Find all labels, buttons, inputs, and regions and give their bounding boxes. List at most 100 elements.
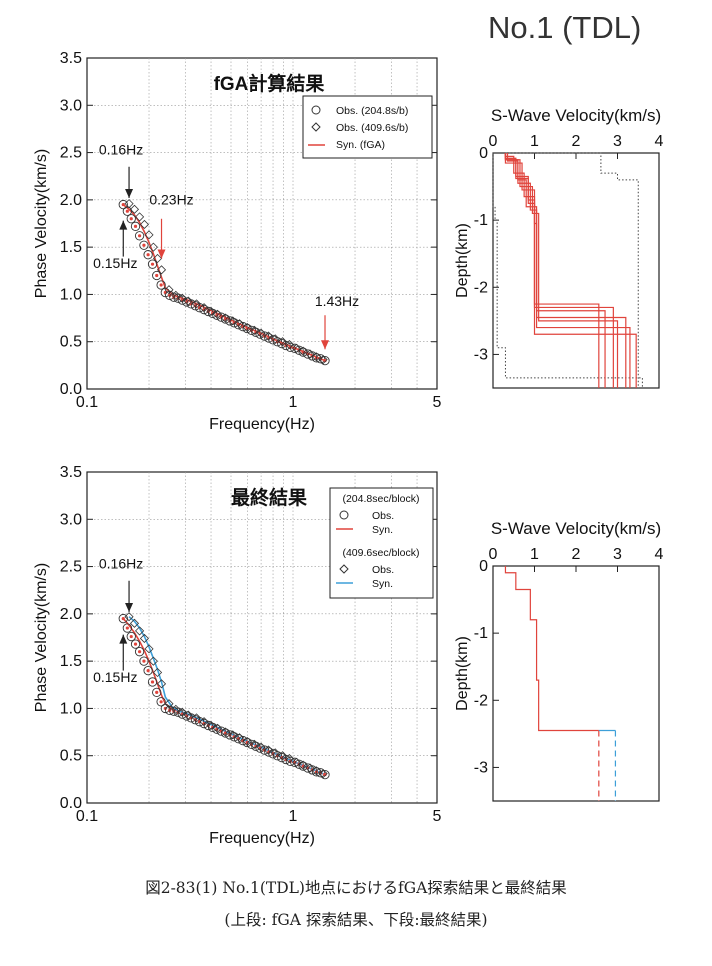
velocity-profile (504, 153, 627, 388)
obs-point-dot (129, 634, 133, 639)
obs-point-diamond (148, 656, 158, 666)
vs-title: S-Wave Velocity(km/s) (491, 519, 661, 538)
y-axis-label: Phase Velocity(km/s) (33, 563, 50, 712)
obs-point-diamond (298, 760, 308, 770)
obs-point-circle (264, 333, 274, 343)
obs-point-circle (139, 656, 149, 666)
obs-point-circle (298, 761, 308, 771)
legend-group-header: (204.8sec/block) (342, 493, 419, 505)
obs-point-diamond (249, 325, 260, 335)
obs-point-diamond (270, 334, 280, 344)
obs-point-diamond (305, 763, 315, 773)
vs-x-tick-label: 0 (489, 546, 498, 563)
y-tick-label: 1.0 (60, 286, 82, 303)
vs-x-tick-label: 0 (489, 133, 498, 150)
obs-point-circle (298, 347, 308, 357)
obs-point-diamond (228, 730, 238, 740)
vs-y-tick-label: -2 (474, 279, 488, 296)
vs-x-tick-label: 4 (655, 133, 664, 150)
y-tick-label: 1.0 (60, 700, 82, 717)
obs-point-diamond (234, 319, 245, 329)
obs-point-diamond (291, 757, 302, 767)
y-tick-label: 0.0 (60, 795, 82, 812)
obs-point-dot (121, 616, 125, 621)
annotation-label: 0.15Hz (93, 255, 137, 271)
vs-title: S-Wave Velocity(km/s) (491, 106, 661, 125)
obs-point-circle (122, 623, 133, 633)
obs-point-dot (150, 262, 155, 266)
obs-point-dot (159, 700, 163, 704)
obs-point-diamond (270, 748, 280, 758)
obs-point-diamond (220, 727, 231, 737)
annotation-label: 0.16Hz (99, 555, 143, 571)
y-tick-label: 0.5 (60, 748, 82, 765)
obs-point-circle (303, 349, 313, 359)
obs-point-diamond (135, 626, 145, 636)
x-tick-label: 5 (433, 808, 442, 825)
vs-x-tick-label: 4 (655, 546, 664, 563)
obs-point-circle (152, 687, 162, 698)
legend-marker-circle (311, 105, 321, 115)
annotation-label: 0.23Hz (149, 192, 193, 208)
obs-point-circle (216, 312, 226, 322)
obs-point-diamond (318, 769, 328, 779)
obs-point-circle (290, 343, 300, 353)
obs-point-circle (320, 769, 330, 780)
obs-point-diamond (129, 618, 140, 628)
y-tick-label: 2.5 (60, 145, 82, 162)
obs-point-diamond (318, 355, 328, 365)
obs-point-diamond (183, 710, 193, 720)
obs-point-circle (177, 709, 187, 719)
obs-point-dot (137, 650, 142, 654)
obs-point-circle (320, 355, 330, 366)
y-tick-label: 0.5 (60, 334, 82, 351)
obs-point-diamond (206, 306, 216, 317)
obs-point-dot (125, 209, 129, 213)
legend-marker-diamond (339, 564, 349, 574)
obs-point-diamond (171, 704, 181, 714)
obs-point-diamond (291, 343, 302, 353)
obs-point-circle (220, 314, 231, 324)
obs-point-circle (156, 280, 166, 290)
obs-point-dot (121, 202, 125, 207)
y-tick-label: 1.5 (60, 653, 82, 670)
vs-y-axis-label: Depth(km) (454, 223, 471, 298)
x-tick-label: 1 (289, 394, 298, 411)
obs-point-circle (147, 259, 158, 269)
obs-point-circle (147, 677, 158, 687)
obs-point-circle (165, 290, 175, 301)
y-axis-label: Phase Velocity(km/s) (33, 149, 50, 298)
legend-box (329, 487, 434, 599)
obs-point-circle (118, 199, 128, 210)
obs-point-diamond (144, 644, 154, 654)
obs-point-diamond (139, 633, 149, 644)
x-axis-label: Frequency(Hz) (209, 416, 315, 433)
obs-point-circle (225, 316, 235, 326)
obs-point-diamond (191, 713, 202, 723)
obs-point-circle (199, 718, 209, 729)
obs-point-dot (142, 243, 146, 247)
annotation-arrowhead (125, 602, 134, 612)
vs-x-tick-label: 3 (613, 546, 622, 563)
annotation-arrowhead (321, 340, 330, 350)
obs-point-circle (134, 231, 145, 241)
obs-point-diamond (148, 242, 158, 252)
obs-point-diamond (191, 299, 202, 309)
obs-point-circle (315, 768, 326, 778)
chart-title: fGA計算結果 (214, 72, 325, 95)
x-tick-label: 0.1 (76, 808, 98, 825)
obs-point-diamond (156, 265, 167, 275)
obs-point-diamond (152, 253, 163, 264)
obs-point-diamond (278, 337, 288, 347)
obs-point-diamond (152, 667, 163, 678)
annotation-arrowhead (119, 220, 128, 230)
vs-y-tick-label: -3 (474, 346, 488, 363)
y-tick-label: 0.0 (60, 381, 82, 398)
obs-point-diamond (124, 612, 134, 622)
obs-point-circle (156, 697, 166, 707)
obs-point-circle (220, 728, 231, 738)
obs-point-circle (264, 747, 274, 757)
obs-point-diamond (206, 720, 216, 731)
obs-point-circle (199, 304, 209, 315)
